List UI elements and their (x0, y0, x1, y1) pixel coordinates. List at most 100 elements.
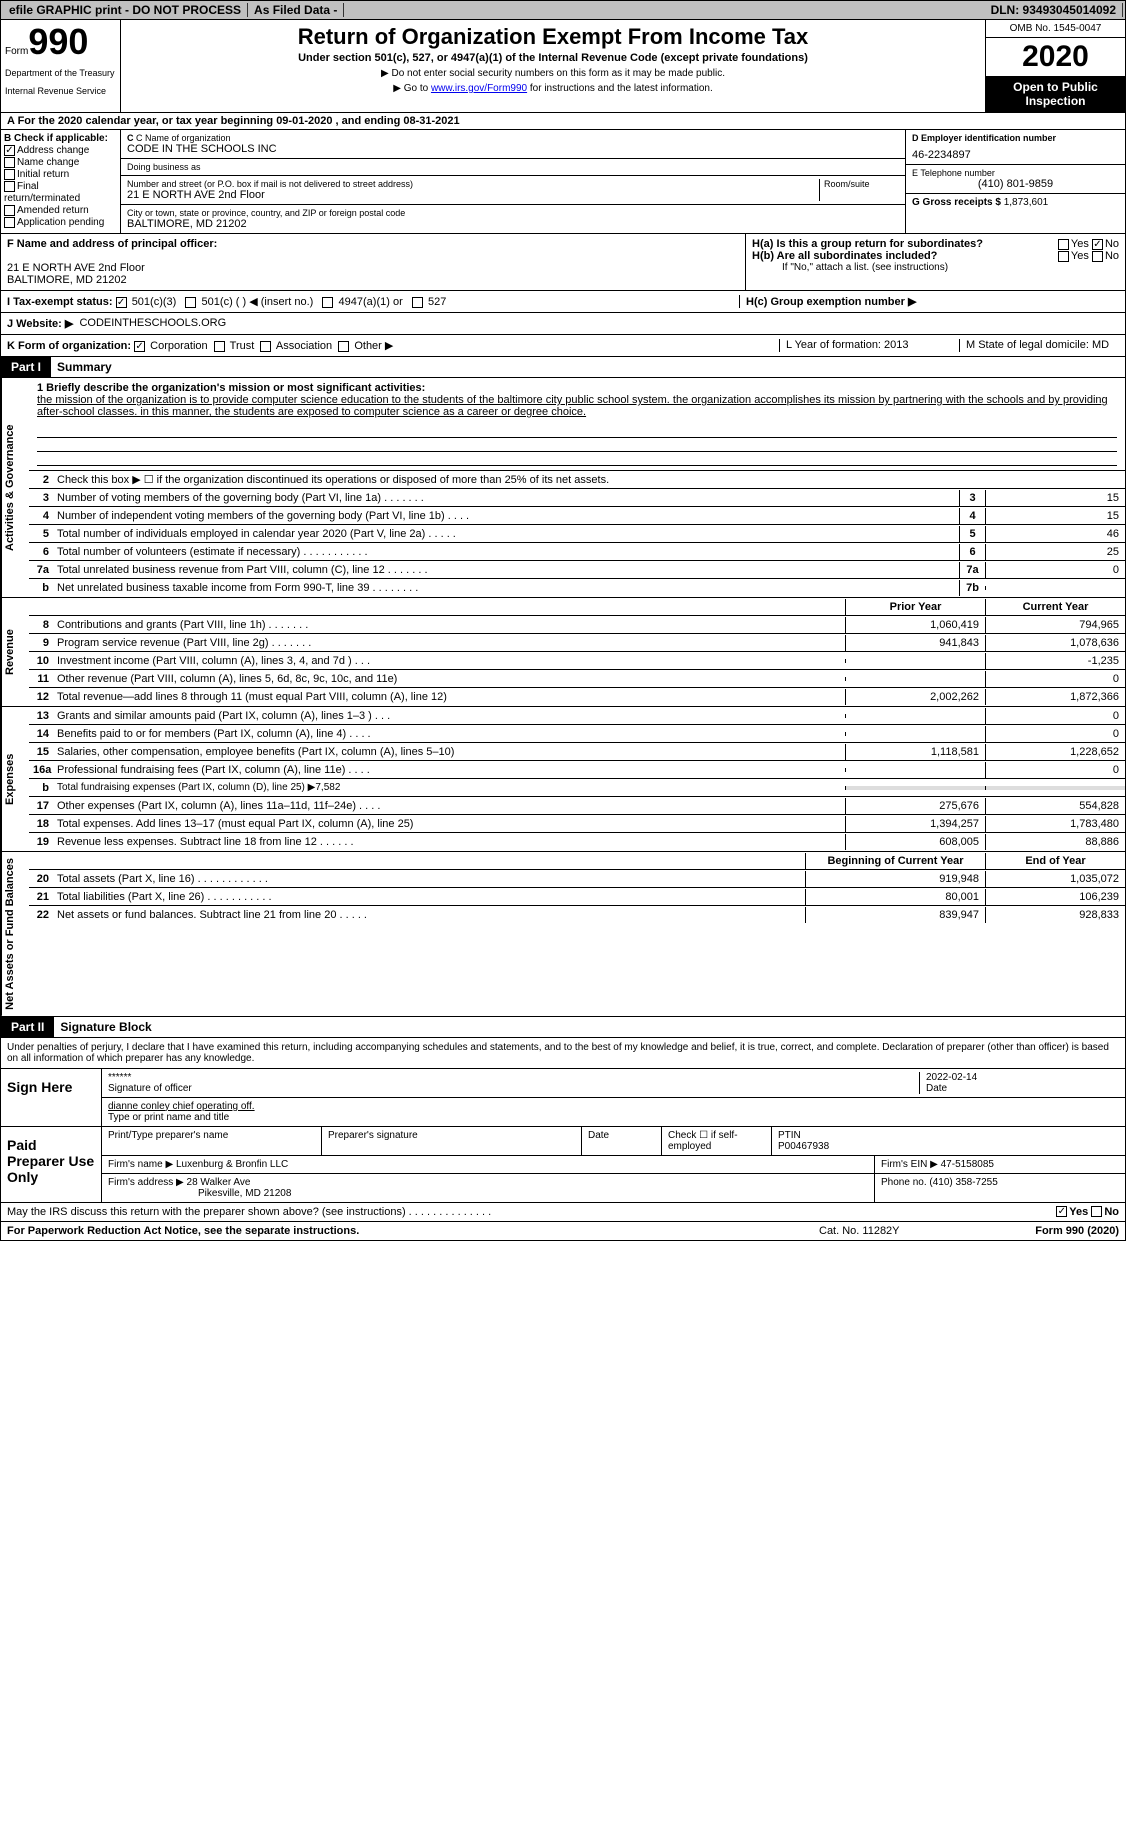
top-bar: efile GRAPHIC print - DO NOT PROCESS As … (0, 0, 1126, 20)
gov-line-7a: 7aTotal unrelated business revenue from … (29, 561, 1125, 579)
rev-line-11: 11Other revenue (Part VIII, column (A), … (29, 670, 1125, 688)
exp-line-13: 13Grants and similar amounts paid (Part … (29, 707, 1125, 725)
room-label: Room/suite (824, 179, 899, 189)
website-label: J Website: ▶ (7, 317, 73, 330)
ptin-label: PTIN (778, 1130, 801, 1141)
form-number: 990 (28, 21, 88, 62)
form-note1: ▶ Do not enter social security numbers o… (125, 68, 981, 79)
prep-h2: Preparer's signature (322, 1127, 582, 1155)
checkbox-amended-return[interactable]: Amended return (4, 205, 117, 216)
hc-label: H(c) Group exemption number ▶ (746, 296, 916, 308)
gov-line-b: bNet unrelated business taxable income f… (29, 579, 1125, 597)
checkbox-application-pending[interactable]: Application pending (4, 217, 117, 228)
exp-line-b: bTotal fundraising expenses (Part IX, co… (29, 779, 1125, 797)
501c3: 501(c)(3) (132, 296, 177, 308)
form-word: Form (5, 46, 28, 57)
tax-year: 2020 (986, 38, 1125, 76)
gov-line-5: 5Total number of individuals employed in… (29, 525, 1125, 543)
firm-name: Luxenburg & Bronfin LLC (176, 1159, 288, 1170)
footer-left: For Paperwork Reduction Act Notice, see … (7, 1225, 819, 1237)
part2-hdr: Part II (1, 1017, 54, 1037)
part2-title: Signature Block (54, 1017, 157, 1037)
mission-label: 1 Briefly describe the organization's mi… (37, 382, 425, 394)
page-footer: For Paperwork Reduction Act Notice, see … (0, 1222, 1126, 1241)
city-label: City or town, state or province, country… (127, 208, 899, 218)
may-irs: May the IRS discuss this return with the… (7, 1206, 491, 1218)
rev-line-12: 12Total revenue—add lines 8 through 11 (… (29, 688, 1125, 706)
firm-phone: (410) 358-7255 (929, 1177, 997, 1188)
dln-label: DLN: 93493045014092 (985, 3, 1123, 17)
checkbox-address-change[interactable]: ✓Address change (4, 145, 117, 156)
firm-addr1: 28 Walker Ave (187, 1177, 251, 1188)
netassets-section: Net Assets or Fund Balances Beginning of… (0, 852, 1126, 1017)
form990-link[interactable]: www.irs.gov/Form990 (431, 83, 527, 94)
part1-title: Summary (51, 357, 118, 377)
exp-line-17: 17Other expenses (Part IX, column (A), l… (29, 797, 1125, 815)
firm-ein: 47-5158085 (941, 1159, 994, 1170)
firm-phone-label: Phone no. (881, 1177, 927, 1188)
open-inspection: Open to Public Inspection (986, 76, 1125, 112)
assoc: Association (276, 340, 332, 352)
org-name: CODE IN THE SCHOOLS INC (127, 143, 899, 155)
row-a: A For the 2020 calendar year, or tax yea… (0, 113, 1126, 130)
exp-tab: Expenses (1, 707, 29, 851)
footer-mid: Cat. No. 11282Y (819, 1225, 979, 1237)
net-line-21: 21Total liabilities (Part X, line 26) . … (29, 888, 1125, 906)
omb-label: OMB No. 1545-0047 (986, 20, 1125, 38)
governance-section: Activities & Governance 1 Briefly descri… (0, 378, 1126, 598)
dept-label: Department of the Treasury (5, 68, 116, 78)
exp-line-19: 19Revenue less expenses. Subtract line 1… (29, 833, 1125, 851)
phone-value: (410) 801-9859 (912, 178, 1119, 190)
irs-label: Internal Revenue Service (5, 86, 116, 96)
form-note2: ▶ Go to www.irs.gov/Form990 for instruct… (125, 83, 981, 94)
exp-line-18: 18Total expenses. Add lines 13–17 (must … (29, 815, 1125, 833)
footer-right: Form 990 (2020) (979, 1225, 1119, 1237)
sig-name-label: Type or print name and title (108, 1112, 1119, 1123)
corp: Corporation (150, 340, 207, 352)
prep-h3: Date (582, 1127, 662, 1155)
box-c: C C Name of organization CODE IN THE SCH… (121, 130, 905, 233)
net-line-20: 20Total assets (Part X, line 16) . . . .… (29, 870, 1125, 888)
city-value: BALTIMORE, MD 21202 (127, 218, 899, 230)
street-label: Number and street (or P.O. box if mail i… (127, 179, 819, 189)
line2: Check this box ▶ ☐ if the organization d… (53, 471, 1125, 488)
501c: 501(c) ( ) ◀ (insert no.) (202, 296, 314, 308)
gross-label: G Gross receipts $ (912, 197, 1001, 208)
begin-hdr: Beginning of Current Year (805, 853, 985, 869)
exp-line-14: 14Benefits paid to or for members (Part … (29, 725, 1125, 743)
firm-ein-label: Firm's EIN ▶ (881, 1159, 938, 1170)
name-label: C Name of organization (136, 133, 231, 143)
box-b-label: B Check if applicable: (4, 133, 117, 144)
checkbox-initial-return[interactable]: Initial return (4, 169, 117, 180)
part1-bar: Part I Summary (0, 357, 1126, 378)
tax-label: I Tax-exempt status: (7, 296, 113, 308)
exp-line-16a: 16aProfessional fundraising fees (Part I… (29, 761, 1125, 779)
part1-hdr: Part I (1, 357, 51, 377)
prep-h1: Print/Type preparer's name (102, 1127, 322, 1155)
firm-addr-label: Firm's address ▶ (108, 1177, 184, 1188)
checkbox-name-change[interactable]: Name change (4, 157, 117, 168)
form-title: Return of Organization Exempt From Incom… (125, 24, 981, 50)
firm-label: Firm's name ▶ (108, 1159, 173, 1170)
officer-addr1: 21 E NORTH AVE 2nd Floor (7, 262, 145, 274)
ha-label: H(a) Is this a group return for subordin… (752, 238, 983, 250)
prep-h4: Check ☐ if self-employed (662, 1127, 772, 1155)
l-year: L Year of formation: 2013 (779, 339, 959, 352)
4947: 4947(a)(1) or (339, 296, 403, 308)
curr-hdr: Current Year (985, 599, 1125, 615)
note2-suffix: for instructions and the latest informat… (527, 83, 713, 94)
checkbox-final-return-terminated[interactable]: Final return/terminated (4, 181, 117, 203)
mission-text: the mission of the organization is to pr… (37, 394, 1108, 418)
sig-date: 2022-02-14 (926, 1072, 1119, 1083)
exp-line-15: 15Salaries, other compensation, employee… (29, 743, 1125, 761)
ein-value: 46-2234897 (912, 149, 1119, 161)
sig-officer-label: Signature of officer (108, 1083, 919, 1094)
hb-note: If "No," attach a list. (see instruction… (752, 262, 1119, 273)
form-subtitle: Under section 501(c), 527, or 4947(a)(1)… (125, 52, 981, 64)
prior-hdr: Prior Year (845, 599, 985, 615)
gov-line-3: 3Number of voting members of the governi… (29, 489, 1125, 507)
end-hdr: End of Year (985, 853, 1125, 869)
ptin-value: P00467938 (778, 1141, 829, 1152)
row-j: J Website: ▶ CODEINTHESCHOOLS.ORG (0, 313, 1126, 335)
sig-stars: ****** (108, 1072, 919, 1083)
